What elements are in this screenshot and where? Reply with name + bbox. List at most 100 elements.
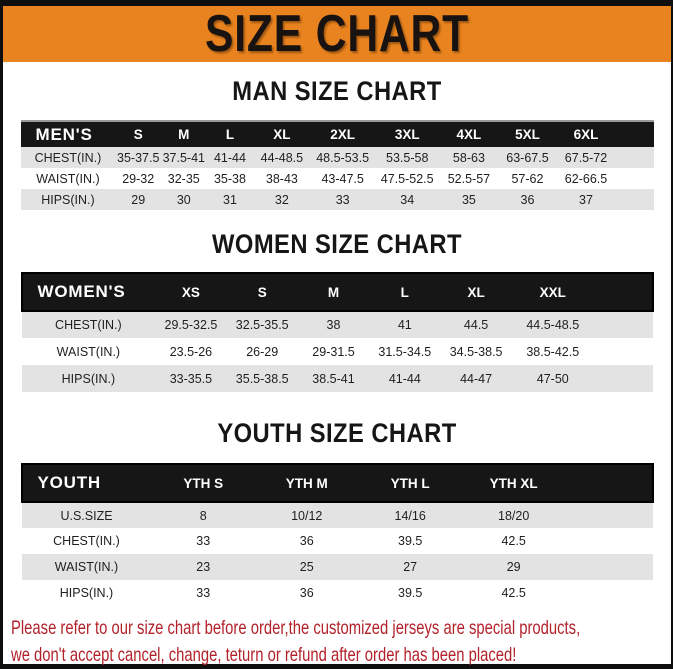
row-label: HIPS(IN.)	[59, 586, 114, 600]
row-label: CHEST(IN.)	[20, 147, 116, 168]
size-value-cell: 42.5	[501, 534, 526, 548]
table-row: HIPS(IN.) 33-35.5 35.5-38.5 38.5-41 41-4…	[21, 365, 653, 392]
table-title-cell: WOMEN'S	[21, 273, 156, 311]
size-value-cell: 30	[161, 189, 207, 210]
filler-cell	[565, 554, 653, 580]
size-value-cell: 47.5-52.5	[380, 171, 434, 186]
size-column-header: YTH XL	[461, 464, 566, 502]
size-column-header: YTH S	[151, 464, 255, 502]
disclaimer-line-1: Please refer to our size chart before or…	[11, 617, 581, 639]
filler-cell	[593, 365, 653, 392]
size-column-header: XXL	[511, 273, 594, 311]
size-column-header: 6XL	[556, 121, 616, 147]
banner-title: SIZE CHART	[204, 5, 470, 63]
filler-cell	[594, 338, 653, 365]
size-value-cell: 29	[461, 554, 566, 580]
size-column-header: 5XL	[498, 121, 557, 147]
size-value-cell: 32.5-35.5	[226, 311, 298, 338]
table-row: WAIST(IN.) 23.5-26 26-29 29-31.5 31.5-34…	[22, 338, 653, 365]
row-label: CHEST(IN.)	[53, 534, 120, 548]
size-value-cell: 36	[498, 189, 557, 210]
size-value-cell: 14/16	[358, 502, 462, 528]
size-value-cell: 29	[115, 189, 161, 210]
disclaimer-line-2: we don't accept cancel, change, teturn o…	[11, 644, 517, 666]
size-value-cell: 36	[299, 534, 314, 548]
filler-cell	[565, 528, 652, 554]
size-value-cell: 37	[556, 189, 616, 210]
size-value-cell: 38	[297, 311, 370, 338]
size-value-cell: 38.5-42.5	[526, 344, 580, 359]
youth-section-title: YOUTH SIZE CHART	[217, 418, 457, 448]
size-value-cell: 35.5-38.5	[226, 365, 298, 392]
size-value-cell: 43-47.5	[321, 171, 364, 186]
filler-cell	[593, 273, 653, 311]
size-value-cell: 31.5-34.5	[378, 344, 432, 359]
disclaimer-text: Please refer to our size chart before or…	[11, 615, 671, 669]
size-value-cell: 34	[374, 189, 440, 210]
filler-cell	[565, 464, 653, 502]
size-value-cell: 23.5-26	[169, 344, 213, 359]
size-column-header: 3XL	[374, 121, 440, 147]
size-value-cell: 35	[439, 189, 499, 210]
size-value-cell: 31	[206, 189, 254, 210]
size-value-cell: 42.5	[501, 586, 526, 600]
table-row: CHEST(IN.) 33 36 39.5 42.5	[22, 528, 653, 554]
row-label: WAIST(IN.)	[21, 554, 152, 580]
table-row: WAIST(IN.) 23 25 27 29	[21, 554, 653, 580]
size-value-cell: 53.5-58	[374, 147, 440, 168]
size-value-cell: 44-47	[440, 365, 512, 392]
size-value-cell: 67.5-72	[556, 147, 616, 168]
table-title-cell: YOUTH	[21, 464, 152, 502]
size-value-cell: 23	[151, 554, 255, 580]
row-label: CHEST(IN.)	[21, 311, 156, 338]
size-value-cell: 29-32	[122, 171, 155, 186]
womens-header-row: WOMEN'S XS S M L XL XXL	[21, 273, 653, 311]
size-value-cell: 37.5-41	[161, 147, 207, 168]
size-value-cell: 36	[299, 586, 314, 600]
size-value-cell: 58-63	[439, 147, 499, 168]
table-row: U.S.SIZE 8 10/12 14/16 18/20	[21, 502, 653, 528]
size-value-cell: 39.5	[398, 586, 423, 600]
size-value-cell: 44.5	[440, 311, 512, 338]
size-column-header: L	[369, 273, 441, 311]
size-value-cell: 10/12	[254, 502, 359, 528]
size-value-cell: 32-35	[167, 171, 200, 186]
size-value-cell: 26-29	[246, 344, 279, 359]
row-label: WAIST(IN.)	[36, 171, 100, 186]
size-chart-banner: SIZE CHART	[3, 6, 671, 62]
size-value-cell: 41	[369, 311, 441, 338]
filler-cell	[615, 189, 654, 210]
size-value-cell: 8	[151, 502, 255, 528]
table-row: CHEST(IN.) 29.5-32.5 32.5-35.5 38 41 44.…	[21, 311, 653, 338]
youth-size-table: YOUTH YTH S YTH M YTH L YTH XL U.S.SIZE …	[21, 463, 654, 606]
size-value-cell: 52.5-57	[447, 171, 491, 186]
womens-size-table: WOMEN'S XS S M L XL XXL CHEST(IN.) 29.5-…	[21, 272, 654, 392]
size-value-cell: 33	[196, 586, 211, 600]
size-column-header: M	[297, 273, 370, 311]
size-value-cell: 33	[196, 534, 211, 548]
size-value-cell: 63-67.5	[498, 147, 557, 168]
size-value-cell: 48.5-53.5	[310, 147, 375, 168]
youth-header-row: YOUTH YTH S YTH M YTH L YTH XL	[21, 464, 653, 502]
table-row: HIPS(IN.) 33 36 39.5 42.5	[22, 580, 653, 606]
size-value-cell: 33-35.5	[155, 365, 227, 392]
size-value-cell: 29.5-32.5	[155, 311, 227, 338]
filler-cell	[565, 502, 653, 528]
size-value-cell: 47-50	[511, 365, 594, 392]
size-column-header: S	[226, 273, 298, 311]
size-value-cell: 32	[253, 189, 311, 210]
mens-header-row: MEN'S S M L XL 2XL 3XL 4XL 5XL 6XL	[20, 121, 654, 147]
size-column-header: YTH L	[358, 464, 462, 502]
row-label: HIPS(IN.)	[20, 189, 116, 210]
size-value-cell: 29-31.5	[312, 344, 355, 359]
table-row: CHEST(IN.) 35-37.5 37.5-41 41-44 44-48.5…	[20, 147, 654, 168]
mens-size-table: MEN'S S M L XL 2XL 3XL 4XL 5XL 6XL CHEST…	[20, 120, 654, 210]
table-row: HIPS(IN.) 29 30 31 32 33 34 35 36 37	[20, 189, 654, 210]
size-value-cell: 25	[254, 554, 359, 580]
size-column-header: L	[206, 121, 254, 147]
size-value-cell: 44.5-48.5	[511, 311, 594, 338]
filler-cell	[615, 147, 654, 168]
size-column-header: S	[115, 121, 161, 147]
women-section-title: WOMEN SIZE CHART	[212, 229, 462, 259]
size-value-cell: 62-66.5	[564, 171, 608, 186]
